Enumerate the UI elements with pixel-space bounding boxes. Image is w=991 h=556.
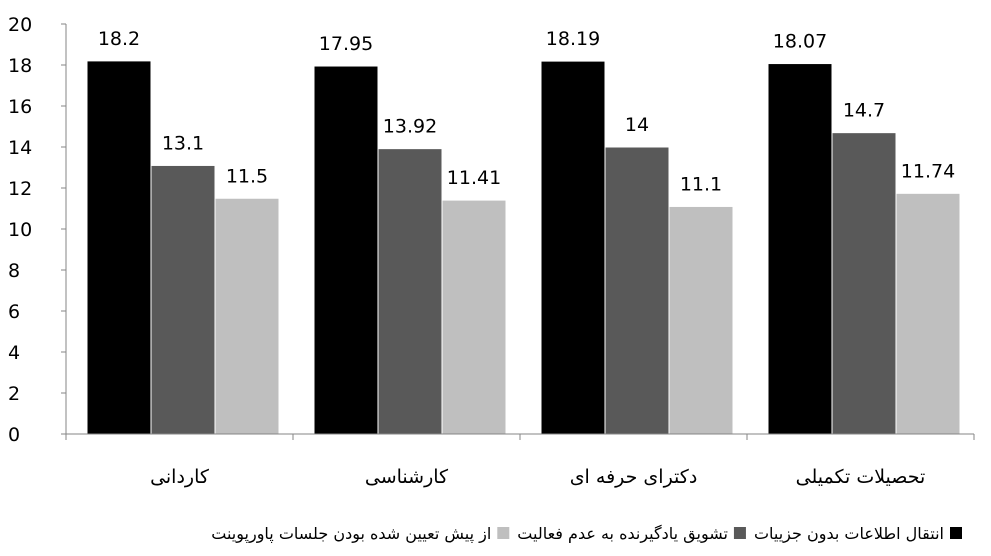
y-tick-label: 14 xyxy=(8,137,32,159)
bar xyxy=(150,164,216,435)
bar xyxy=(86,60,152,435)
bar xyxy=(831,132,897,435)
x-axis-categories: کاردانی کارشناسی دکترای حرفه ای تحصیلات تکم… xyxy=(65,434,975,488)
data-label: 17.95 xyxy=(319,33,373,55)
y-tick-label: 6 xyxy=(8,301,20,323)
y-tick-label: 2 xyxy=(8,383,20,405)
data-label: 11.1 xyxy=(680,173,722,195)
y-tick-label: 18 xyxy=(8,55,32,77)
bar xyxy=(377,148,443,435)
data-labels: 18.2 13.1 11.5 17.95 13.92 11.41 18.19 14 11.1 18… xyxy=(98,28,955,196)
bar xyxy=(313,65,379,435)
x-category-label: تحصیلات تکمیلی xyxy=(796,466,926,488)
legend-label: تشویق یادگیرنده به عدم فعالیت xyxy=(517,524,728,544)
bar xyxy=(668,205,734,435)
data-label: 14.7 xyxy=(843,100,885,122)
data-label: 14 xyxy=(625,114,649,136)
y-tick-label: 4 xyxy=(8,342,20,364)
bar xyxy=(895,192,961,435)
bar xyxy=(540,60,606,435)
y-tick-label: 10 xyxy=(8,219,32,241)
x-category-label: دکترای حرفه ای xyxy=(570,466,698,488)
y-axis: 0 2 4 6 8 10 12 14 16 18 20 xyxy=(8,14,66,446)
axis-lines xyxy=(65,24,974,435)
legend-label: از پیش تعیین شده بودن جلسات پاورپوینت xyxy=(211,524,491,544)
legend-swatch xyxy=(950,527,962,539)
bar xyxy=(214,197,280,435)
data-label: 13.1 xyxy=(162,132,204,154)
bar xyxy=(604,146,670,435)
bar xyxy=(441,199,507,435)
y-tick-label: 12 xyxy=(8,178,32,200)
data-label: 11.5 xyxy=(226,165,268,187)
legend-label: انتقال اطلاعات بدون جزییات xyxy=(754,524,944,544)
data-label: 18.2 xyxy=(98,28,140,50)
y-tick-label: 0 xyxy=(8,424,20,446)
data-label: 13.92 xyxy=(383,116,437,138)
legend-swatch xyxy=(497,527,510,539)
bars xyxy=(86,60,961,435)
legend: انتقال اطلاعات بدون جزییات تشویق یادگیرند… xyxy=(211,524,962,544)
legend-swatch xyxy=(733,527,746,539)
x-category-label: کارشناسی xyxy=(365,466,449,488)
data-label: 18.19 xyxy=(546,28,600,50)
bar xyxy=(767,63,833,435)
data-label: 11.41 xyxy=(447,167,501,189)
y-tick-label: 8 xyxy=(8,260,20,282)
y-tick-label: 16 xyxy=(8,96,32,118)
data-label: 18.07 xyxy=(773,31,827,53)
y-tick-label: 20 xyxy=(8,14,32,36)
data-label: 11.74 xyxy=(901,160,955,182)
x-category-label: کاردانی xyxy=(150,466,210,488)
